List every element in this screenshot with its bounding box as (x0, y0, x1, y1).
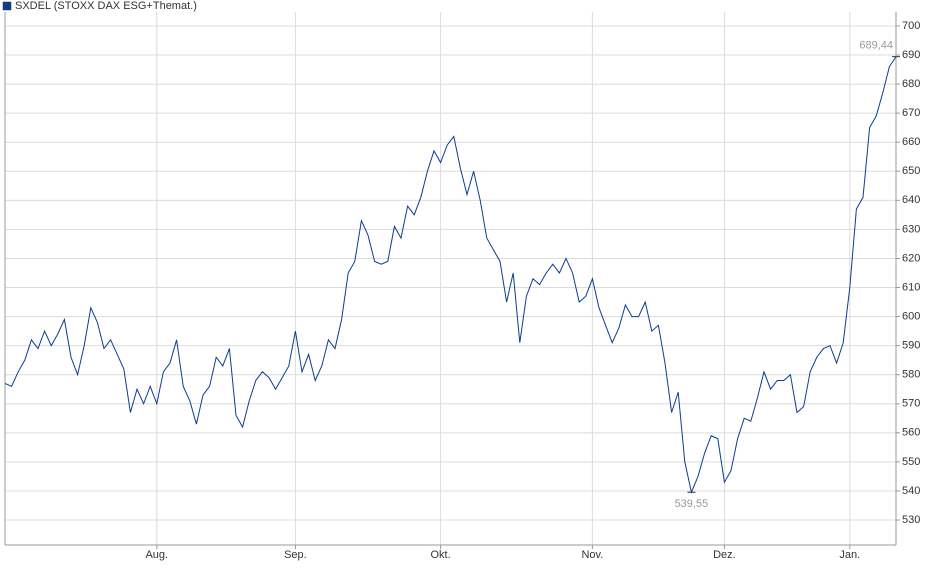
legend-swatch (2, 1, 12, 11)
y-tick-label: 640 (902, 194, 920, 206)
y-tick-label: 660 (902, 136, 920, 148)
line (4, 56, 897, 494)
y-tick-label: 570 (902, 398, 920, 410)
x-tick-label: Aug. (145, 549, 168, 561)
y-tick-label: 530 (902, 514, 920, 526)
y-tick-label: 650 (902, 165, 920, 177)
x-tick-label: Jan. (839, 549, 860, 561)
y-tick-label: 690 (902, 49, 920, 61)
y-tick-label: 700 (902, 20, 920, 32)
y-tick-label: 580 (902, 369, 920, 381)
y-tick-label: 600 (902, 310, 920, 322)
y-tick-label: 560 (902, 427, 920, 439)
y-tick-label: 550 (902, 456, 920, 468)
y-tick-label: 630 (902, 223, 920, 235)
y-tick-label: 670 (902, 107, 920, 119)
x-tick-label: Okt. (431, 549, 451, 561)
plot-area (5, 12, 896, 545)
legend-label: SXDEL (STOXX DAX ESG+Themat.) (15, 0, 197, 12)
y-tick-label: 620 (902, 252, 920, 264)
value-label: 689,44 (859, 40, 893, 52)
y-tick-label: 610 (902, 281, 920, 293)
value-label: 539,55 (675, 498, 709, 510)
x-tick-label: Sep. (284, 549, 307, 561)
x-tick-label: Nov. (581, 549, 603, 561)
x-tick-label: Dez. (713, 549, 736, 561)
y-tick-label: 680 (902, 78, 920, 90)
y-tick-label: 590 (902, 340, 920, 352)
y-tick-label: 540 (902, 485, 920, 497)
